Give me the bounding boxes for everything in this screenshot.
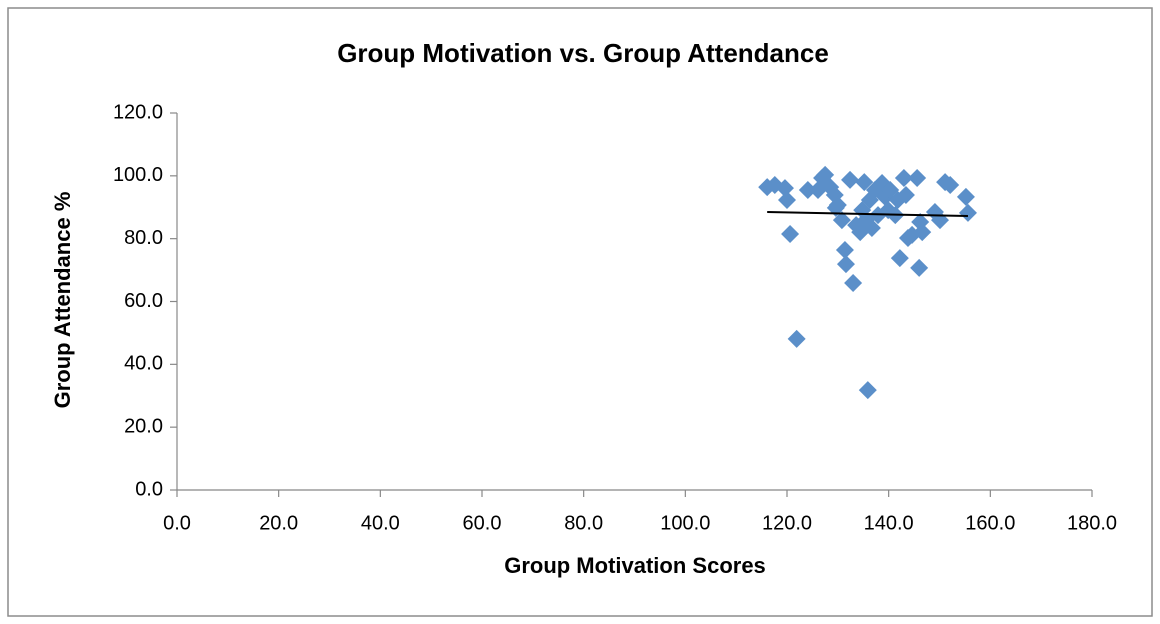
point <box>836 255 855 274</box>
chart-title: Group Motivation vs. Group Attendance <box>337 38 829 68</box>
point <box>894 169 913 188</box>
y-tick-label: 0.0 <box>135 478 163 500</box>
y-axis-title: Group Attendance % <box>50 192 75 409</box>
point <box>908 169 927 188</box>
point <box>844 273 863 292</box>
point <box>890 249 909 268</box>
point <box>958 203 977 222</box>
trendline <box>767 210 968 218</box>
x-tick-label: 160.0 <box>965 512 1015 534</box>
point <box>896 185 915 204</box>
y-tick-label: 60.0 <box>124 290 163 312</box>
point <box>841 170 860 189</box>
point <box>941 175 960 194</box>
y-tick-label: 20.0 <box>124 415 163 437</box>
x-tick-label: 120.0 <box>762 512 812 534</box>
y-tick-label: 40.0 <box>124 353 163 375</box>
point <box>787 329 806 348</box>
x-tick-label: 60.0 <box>463 512 502 534</box>
x-tick-label: 0.0 <box>163 512 191 534</box>
y-tick-label: 100.0 <box>113 164 163 186</box>
y-tick-label: 120.0 <box>113 101 163 123</box>
x-tick-label: 140.0 <box>864 512 914 534</box>
point <box>858 381 877 400</box>
point <box>835 240 854 259</box>
x-tick-label: 80.0 <box>564 512 603 534</box>
point <box>781 224 800 243</box>
x-tick-label: 180.0 <box>1067 512 1117 534</box>
point <box>910 258 929 277</box>
x-axis-title: Group Motivation Scores <box>504 553 766 578</box>
point <box>855 173 874 192</box>
point <box>956 187 975 206</box>
chart-frame <box>7 7 1153 617</box>
x-tick-label: 40.0 <box>361 512 400 534</box>
y-tick-label: 80.0 <box>124 227 163 249</box>
point <box>913 223 932 242</box>
point <box>775 179 794 198</box>
point <box>832 211 851 230</box>
point <box>778 191 796 210</box>
point <box>862 218 881 237</box>
point <box>798 180 817 199</box>
x-tick-label: 100.0 <box>660 512 710 534</box>
x-tick-label: 20.0 <box>259 512 298 534</box>
